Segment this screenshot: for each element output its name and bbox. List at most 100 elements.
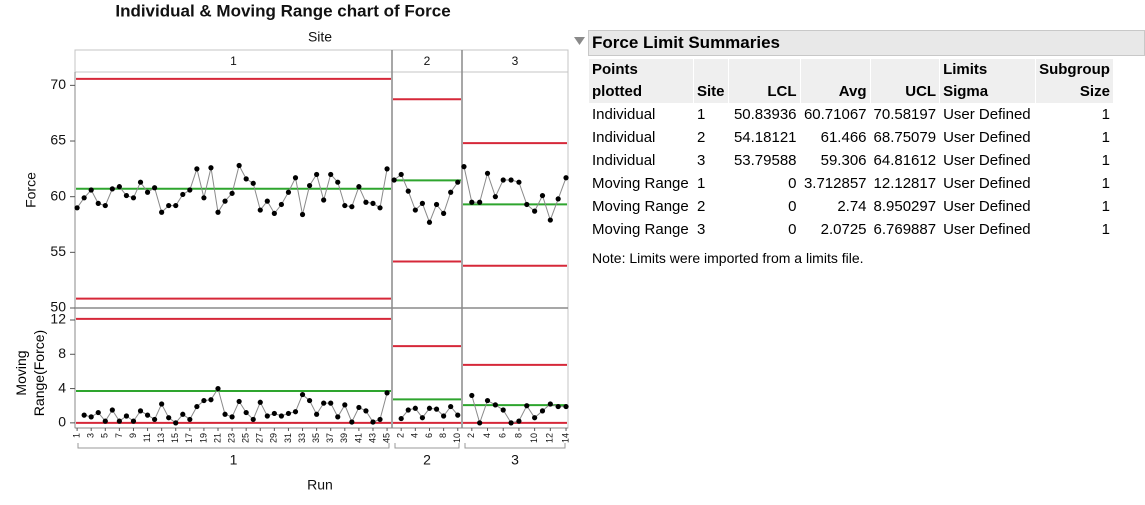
x-tick-label: 43	[367, 433, 377, 443]
group-bracket	[77, 443, 390, 449]
table-cell: 0	[788, 198, 797, 215]
table-cell: 1	[1101, 152, 1110, 169]
column-header: Limits Sigma	[940, 59, 1036, 103]
plot-frame	[74, 49, 569, 429]
limit-summary-report: Force Limit Summaries Points plotted Site…	[588, 30, 1145, 266]
x-tick-label: 3	[86, 433, 96, 438]
point	[384, 166, 390, 172]
point	[236, 162, 242, 169]
x-tick-label: 4	[410, 433, 420, 438]
y-tick-label: 0	[58, 414, 66, 430]
point	[532, 208, 538, 214]
x-tick-label: 6	[424, 433, 434, 438]
point	[243, 176, 249, 182]
point	[508, 420, 514, 426]
point	[461, 164, 467, 170]
y-tick-label: 65	[50, 132, 66, 148]
point	[201, 195, 207, 201]
table-cell: User Defined	[943, 129, 1031, 146]
table-cell: 59.306	[820, 152, 867, 169]
collapse-toggle[interactable]	[573, 35, 587, 47]
point	[448, 189, 454, 195]
summary-table: Points plotted Site LCL Avg UCL Limits Sigma S…	[588, 58, 1114, 242]
chart-title: Individual & Moving Range chart of Force	[115, 1, 450, 20]
point	[524, 403, 530, 409]
point	[391, 177, 397, 183]
point	[426, 219, 433, 225]
point	[95, 200, 101, 206]
table-cell: 1	[697, 106, 706, 123]
point	[159, 209, 165, 215]
x-tick-label: 15	[170, 433, 180, 443]
y-tick-label: 55	[50, 243, 66, 259]
site-label: 1	[230, 452, 238, 468]
site-label: 3	[511, 452, 519, 468]
table-cell: Moving Range	[592, 175, 689, 192]
point	[243, 409, 249, 416]
point	[166, 202, 172, 209]
point	[130, 418, 137, 424]
site-label: 2	[423, 452, 431, 468]
point	[328, 400, 334, 406]
point	[342, 202, 348, 209]
point	[229, 414, 235, 420]
table-row: Moving Range 3 0 2.0725 6.769887 User Defined…	[589, 219, 1113, 241]
point	[321, 400, 327, 406]
table-row: Individual 2 54.18121 61.466 68.75079 User De…	[589, 127, 1113, 149]
table-cell: Moving Range	[592, 221, 689, 238]
point	[194, 166, 200, 172]
point	[229, 190, 235, 196]
table-cell: 1	[1101, 198, 1110, 215]
x-tick-label: 7	[114, 433, 124, 438]
column-header: UCL	[870, 59, 940, 103]
point	[547, 401, 553, 407]
point	[547, 217, 553, 223]
table-cell: 6.769887	[873, 221, 937, 238]
x-tick-label: 31	[283, 433, 293, 443]
point	[81, 195, 87, 201]
point	[95, 409, 101, 416]
point	[356, 404, 362, 411]
point	[81, 412, 87, 418]
report-title[interactable]: Force Limit Summaries	[588, 30, 1145, 56]
point	[405, 407, 411, 413]
point	[516, 418, 522, 424]
x-tick-label: 14	[560, 433, 570, 443]
point	[314, 411, 320, 417]
point	[314, 171, 320, 178]
table-cell: User Defined	[943, 152, 1031, 169]
point	[102, 418, 108, 424]
table-cell: 8.950297	[873, 198, 937, 215]
connector-line	[463, 166, 567, 222]
point	[299, 391, 306, 398]
column-header: LCL	[728, 59, 800, 103]
point	[278, 413, 285, 419]
point	[356, 184, 362, 190]
point	[215, 209, 221, 215]
point	[412, 207, 418, 213]
x-tick-label: 19	[198, 433, 208, 443]
column-header: Subgroup Size	[1036, 59, 1113, 103]
point	[441, 210, 447, 216]
table-cell: 0	[788, 175, 797, 192]
table-cell: User Defined	[943, 175, 1031, 192]
y-tick-label: 8	[58, 345, 66, 361]
point	[201, 397, 207, 404]
point	[257, 399, 263, 405]
x-tick-label: 10	[529, 433, 539, 443]
point	[264, 198, 270, 204]
table-cell: Individual	[592, 106, 656, 123]
column-header: Site	[694, 59, 728, 103]
point	[144, 189, 151, 195]
x-tick-label: 35	[311, 433, 321, 443]
point	[377, 416, 383, 423]
table-cell: 0	[788, 221, 797, 238]
note: Note: Limits were imported from a limits…	[592, 250, 864, 266]
table-cell: 1	[1101, 221, 1110, 238]
x-tick-label: 10	[452, 433, 462, 443]
x-tick-label: 1	[71, 433, 81, 438]
point	[328, 171, 334, 178]
point	[441, 413, 447, 419]
point	[292, 175, 299, 181]
point	[433, 201, 440, 208]
